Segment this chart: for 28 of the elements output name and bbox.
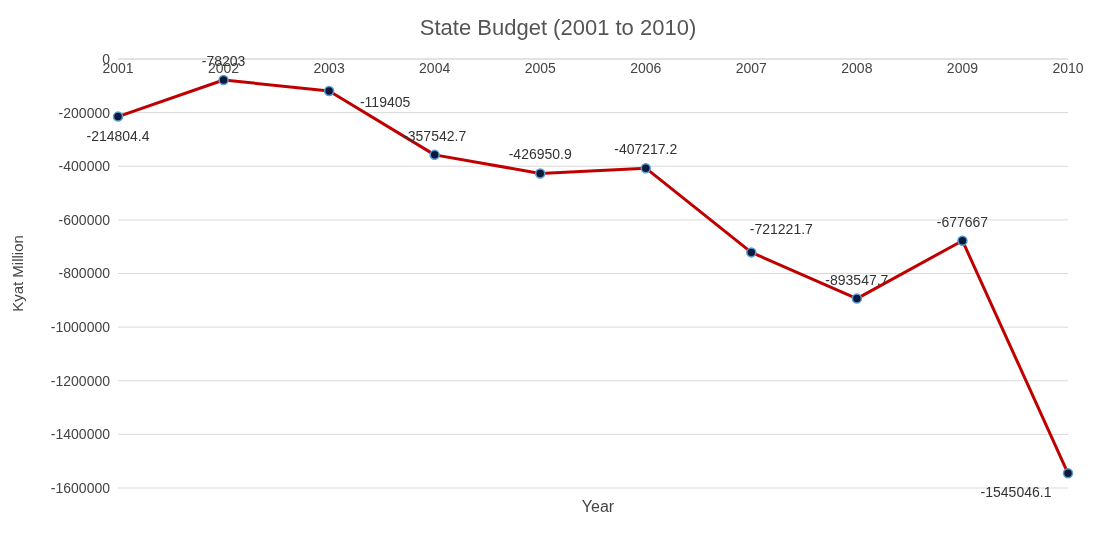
x-tick-label: 2008 [841,60,873,76]
data-label: -426950.9 [508,146,572,163]
data-label: -357542.7 [403,127,467,144]
data-label: -721221.7 [749,221,814,238]
data-label: -407217.2 [614,141,678,158]
y-tick-label: -400000 [58,158,111,175]
y-axis-title: Kyat Million [9,235,27,312]
x-tick-label: 2003 [313,60,345,76]
y-tick-label: -600000 [58,211,111,228]
y-tick-label: -1600000 [50,479,111,496]
data-label: -214804.4 [86,127,150,144]
y-tick-label: -1200000 [50,372,111,389]
data-label: -1545046.1 [980,484,1052,501]
x-tick-label: 2007 [735,60,768,76]
data-label: -119405 [359,94,411,111]
y-tick-label: -1400000 [50,426,111,443]
x-axis-title: Year [581,498,615,515]
x-tick-label: 2004 [419,60,451,76]
chart-title: State Budget (2001 to 2010) [418,14,698,42]
data-label: -893547.7 [825,271,889,288]
data-label: -677667 [936,213,989,230]
x-tick-label: 2009 [946,60,979,76]
y-tick-label: -200000 [58,104,111,121]
x-tick-label: 2005 [524,60,556,76]
y-tick-label: -1000000 [50,319,111,336]
x-tick-label: 2010 [1052,60,1084,76]
y-tick-label: -800000 [58,265,111,282]
x-tick-label: 2006 [630,60,662,76]
